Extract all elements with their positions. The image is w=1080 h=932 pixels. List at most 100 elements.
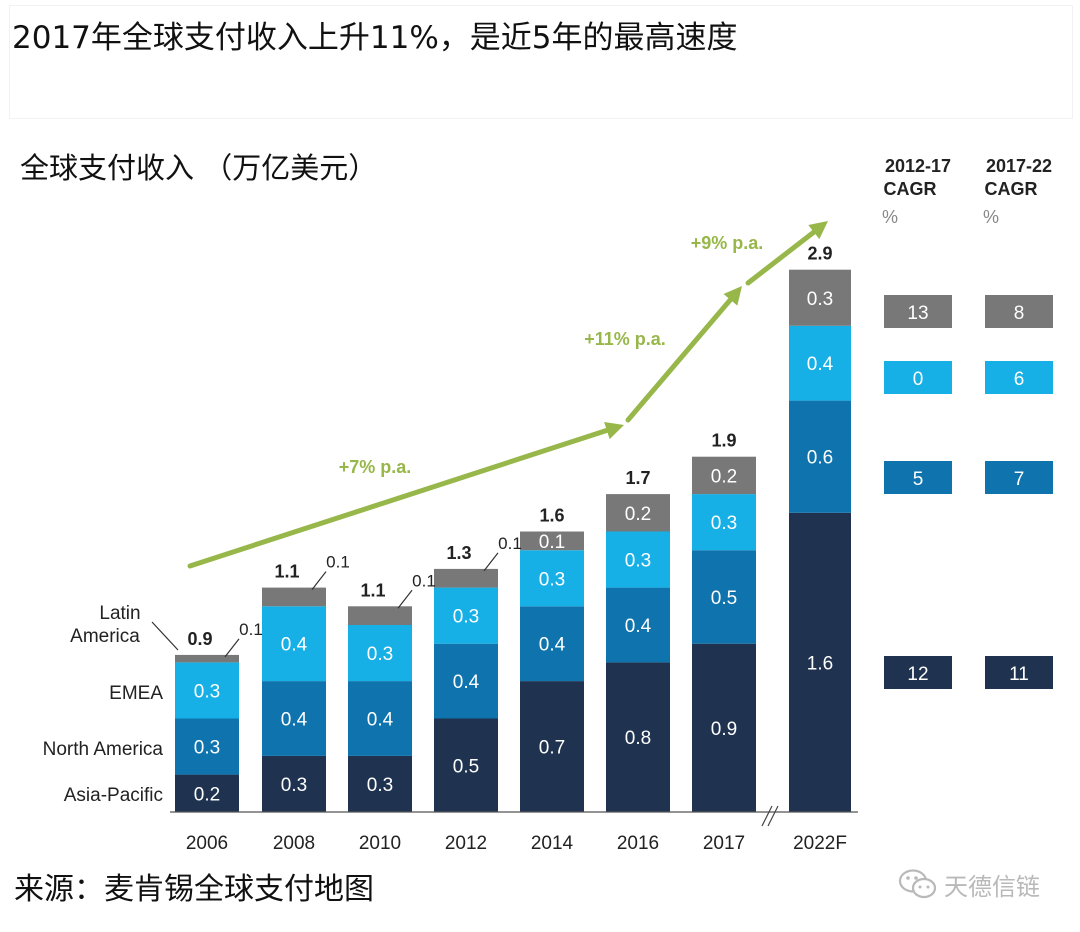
bar-segment-emea-2010	[348, 625, 412, 682]
bar-segment-asia-pacific-2008	[262, 755, 326, 812]
cagr-cell	[985, 361, 1053, 394]
bar-total-label: 1.1	[274, 562, 299, 582]
outside-value-label: 0.1	[326, 553, 350, 572]
outside-value-label: 0.1	[239, 620, 263, 639]
cagr-column-title: CAGR	[985, 179, 1038, 199]
bar-segment-latin-america-2010	[348, 606, 412, 625]
cagr-cell-value: 12	[907, 664, 928, 685]
bar-value-label: 0.4	[281, 710, 308, 731]
wechat-icon	[898, 869, 937, 899]
legend-leader-line	[151, 621, 179, 651]
x-tick-label: 2016	[617, 833, 659, 854]
bar-segment-asia-pacific-2014	[520, 681, 584, 812]
bar-value-label: 0.3	[194, 738, 220, 759]
bar-segment-latin-america-2008	[262, 587, 326, 607]
bar-value-label: 0.4	[625, 616, 652, 637]
bar-value-label: 0.3	[367, 775, 393, 796]
cagr-cell	[884, 295, 952, 328]
bar-value-label: 0.2	[711, 466, 737, 487]
bar-segment-asia-pacific-2006	[175, 774, 239, 812]
trend-arrow-1	[187, 427, 611, 569]
headline: 2017年全球支付收入上升11%，是近5年的最高速度	[12, 20, 738, 56]
bar-value-label: 0.8	[625, 728, 651, 749]
x-tick-label: 2008	[273, 833, 315, 854]
bar-segment-emea-2016	[606, 531, 670, 588]
bar-segment-emea-2006	[175, 662, 239, 719]
trend-arrow-2	[625, 296, 734, 423]
bar-segment-latin-america-2014	[520, 531, 584, 551]
legend-label-emea: EMEA	[109, 683, 163, 704]
watermark: 天德信链	[898, 862, 1040, 906]
bar-segment-emea-2017	[692, 494, 756, 551]
bar-segment-north-america-2014	[520, 606, 584, 682]
outside-value-label: 0.1	[498, 534, 522, 553]
bar-value-label: 0.5	[711, 588, 737, 609]
cagr-column-unit: %	[983, 207, 999, 227]
cagr-column-title: 2012-17	[885, 156, 951, 176]
bar-segment-asia-pacific-2012	[434, 718, 498, 812]
cagr-cell-value: 13	[907, 303, 928, 324]
legend-label-latin-america: Latin	[99, 603, 140, 624]
leader-line	[311, 571, 327, 590]
legend-label-asia-pacific: Asia-Pacific	[64, 785, 163, 806]
bar-value-label: 0.6	[807, 448, 833, 469]
bar-value-label: 0.2	[194, 784, 220, 805]
x-tick-label: 2022F	[793, 833, 847, 854]
trend-arrow-3	[745, 229, 817, 286]
bar-value-label: 0.4	[807, 354, 834, 375]
cagr-cell-value: 6	[1014, 369, 1025, 390]
outside-value-label: 0.1	[412, 571, 436, 590]
bar-segment-asia-pacific-2010	[348, 755, 412, 812]
bar-value-label: 0.7	[539, 738, 565, 759]
cagr-cell	[985, 295, 1053, 328]
x-tick-label: 2012	[445, 833, 487, 854]
bar-value-label: 1.6	[807, 653, 833, 674]
bar-total-label: 0.9	[187, 629, 212, 649]
x-tick-label: 2010	[359, 833, 401, 854]
bar-segment-latin-america-2006	[175, 654, 239, 663]
bar-total-label: 1.7	[625, 468, 650, 488]
cagr-cell-value: 0	[913, 369, 924, 390]
leader-line	[397, 589, 413, 609]
cagr-cell	[884, 656, 952, 689]
legend-label-latin-america: America	[70, 626, 140, 647]
bar-segment-emea-2022F	[789, 325, 851, 401]
x-tick-label: 2017	[703, 833, 745, 854]
bar-segment-latin-america-2016	[606, 494, 670, 532]
legend-label-north-america: North America	[43, 739, 164, 760]
bar-total-label: 2.9	[807, 244, 832, 264]
trend-arrow-head	[723, 286, 742, 306]
bar-value-label: 0.9	[711, 719, 737, 740]
leader-line	[224, 638, 240, 658]
bar-value-label: 0.5	[453, 756, 479, 777]
bar-segment-latin-america-2012	[434, 568, 498, 588]
bar-value-label: 0.3	[281, 775, 307, 796]
bar-value-label: 0.4	[281, 635, 308, 656]
bar-value-label: 0.3	[711, 513, 737, 534]
trend-label: +9% p.a.	[691, 233, 764, 253]
trend-label: +7% p.a.	[339, 457, 412, 477]
bar-segment-emea-2008	[262, 606, 326, 682]
trend-arrow-head	[808, 221, 828, 240]
bar-total-label: 1.3	[446, 543, 471, 563]
bar-segment-north-america-2012	[434, 643, 498, 719]
source-note: 来源：麦肯锡全球支付地图	[14, 872, 374, 907]
bar-segment-north-america-2017	[692, 550, 756, 644]
bar-value-label: 0.2	[625, 504, 651, 525]
headline-box: 2017年全球支付收入上升11%，是近5年的最高速度	[10, 6, 1072, 118]
cagr-cell-value: 5	[913, 469, 924, 490]
cagr-column-title: 2017-22	[986, 156, 1052, 176]
axis-break-mark	[761, 805, 773, 827]
bar-segment-north-america-2008	[262, 681, 326, 756]
bar-value-label: 0.4	[367, 710, 394, 731]
cagr-cell	[884, 361, 952, 394]
cagr-cell-value: 7	[1014, 469, 1025, 490]
cagr-cell	[985, 656, 1053, 689]
bar-value-label: 0.3	[367, 644, 393, 665]
bar-segment-asia-pacific-2016	[606, 662, 670, 812]
bar-value-label: 0.4	[539, 635, 566, 656]
bar-segment-latin-america-2022F	[789, 269, 851, 326]
bar-segment-north-america-2022F	[789, 400, 851, 513]
chart-subtitle: 全球支付收入 （万亿美元）	[20, 151, 378, 185]
